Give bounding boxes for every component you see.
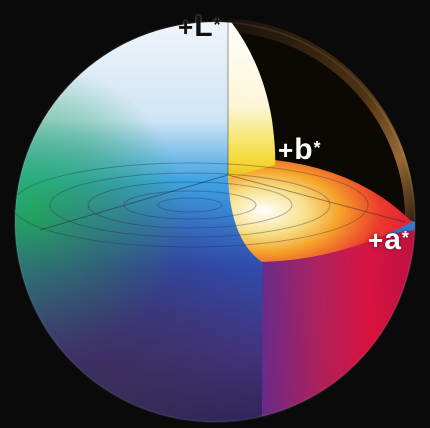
l-axis-label: +L* [178, 10, 222, 43]
l-plane-cut [228, 22, 276, 178]
axis-lines [39, 20, 406, 231]
grid-rings [11, 162, 369, 248]
b-axis-label: +b* [278, 133, 322, 166]
ab-plane-cut [228, 160, 412, 262]
a-axis-label: +a* [368, 223, 410, 256]
sphere-outline [14, 21, 416, 423]
